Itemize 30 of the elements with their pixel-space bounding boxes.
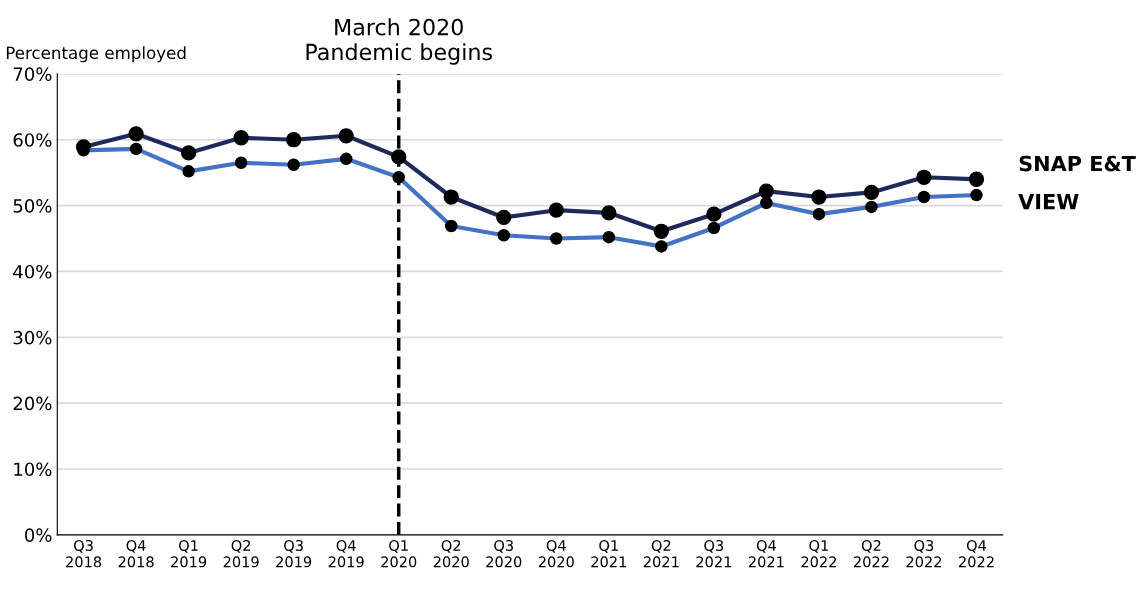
ref-line-label: March 2020 Pandemic begins [306,18,492,65]
x-tick-label: Q1 2022 [801,539,837,568]
x-tick-label: Q4 2018 [118,539,154,568]
x-tick-label: Q4 2019 [328,539,364,568]
y-tick-label: 10% [14,462,52,477]
x-tick-label: Q2 2020 [433,539,469,568]
x-tick-label: Q2 2019 [223,539,259,568]
x-tick-label: Q2 2022 [853,539,889,568]
x-tick-label: Q4 2020 [538,539,574,568]
y-tick-label: 40% [13,264,52,279]
x-tick-label: Q3 2022 [906,539,942,568]
x-tick-label: Q3 2018 [66,539,102,568]
x-tick-label: Q2 2021 [643,539,679,568]
y-tick-label: 70% [13,67,52,81]
y-tick-label: 50% [13,199,52,213]
x-tick-label: Q4 2022 [959,539,994,568]
x-tick-label: Q1 2019 [171,539,207,568]
x-tick-label: Q1 2021 [591,539,627,568]
x-tick-label: Q3 2019 [276,539,312,568]
series-label: SNAP E&T [1019,155,1136,172]
y-tick-label: 30% [13,330,52,345]
y-tick-label: 20% [13,396,52,411]
x-tick-label: Q3 2020 [486,539,522,568]
y-tick-label: 60% [13,133,52,147]
y-tick-label: 0% [24,528,52,542]
series-label: VIEW [1018,193,1079,210]
x-tick-label: Q3 2021 [696,539,732,568]
x-tick-label: Q1 2020 [381,539,417,568]
x-tick-label: Q4 2021 [748,539,784,568]
y-axis-title: Percentage employed [6,46,186,63]
